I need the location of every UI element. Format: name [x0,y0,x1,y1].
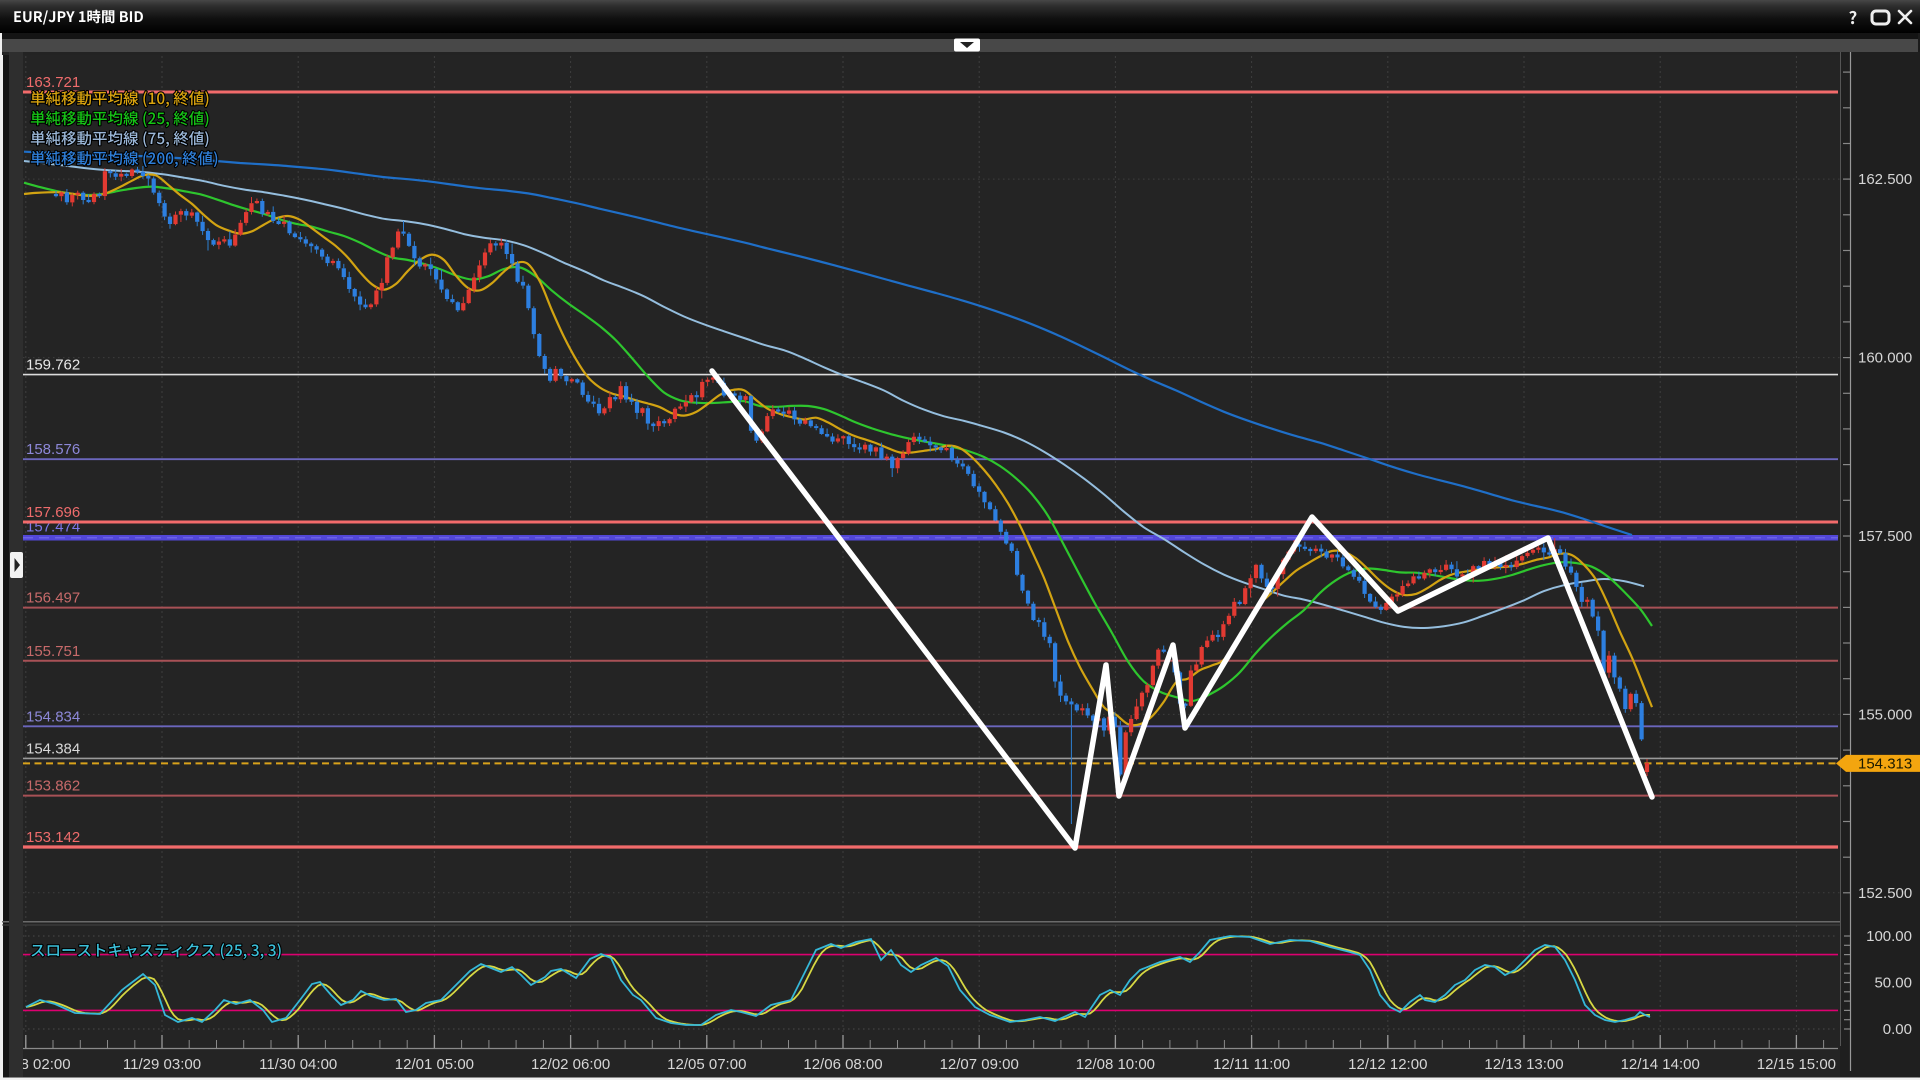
svg-text:157.500: 157.500 [1858,528,1912,545]
svg-text:157.696: 157.696 [26,504,80,521]
svg-text:152.500: 152.500 [1858,885,1912,902]
svg-text:158.576: 158.576 [26,441,80,458]
svg-text:155.000: 155.000 [1858,706,1912,723]
svg-text:154.313: 154.313 [1858,755,1912,772]
svg-text:12/08 10:00: 12/08 10:00 [1076,1056,1155,1073]
svg-text:12/02 06:00: 12/02 06:00 [531,1056,610,1073]
svg-text:162.500: 162.500 [1858,171,1912,188]
svg-text:153.142: 153.142 [26,829,80,846]
svg-text:50.00: 50.00 [1874,975,1912,992]
svg-text:12/12 12:00: 12/12 12:00 [1348,1056,1427,1073]
svg-text:159.762: 159.762 [26,357,80,374]
svg-text:154.834: 154.834 [26,708,80,725]
svg-text:12/07 09:00: 12/07 09:00 [940,1056,1019,1073]
svg-text:12/15 15:00: 12/15 15:00 [1757,1056,1836,1073]
svg-text:155.751: 155.751 [26,643,80,660]
svg-text:11/30 04:00: 11/30 04:00 [259,1056,337,1073]
svg-text:12/06 08:00: 12/06 08:00 [803,1056,882,1073]
svg-text:156.497: 156.497 [26,590,80,607]
svg-text:153.862: 153.862 [26,778,80,795]
svg-text:154.384: 154.384 [26,740,80,757]
svg-text:12/11 11:00: 12/11 11:00 [1213,1056,1290,1073]
svg-text:12/14 14:00: 12/14 14:00 [1621,1056,1700,1073]
svg-text:12/13 13:00: 12/13 13:00 [1484,1056,1563,1073]
svg-text:8 02:00: 8 02:00 [21,1056,71,1073]
svg-text:100.00: 100.00 [1866,928,1912,945]
svg-text:0.00: 0.00 [1883,1021,1912,1038]
svg-text:163.721: 163.721 [26,74,80,91]
svg-text:11/29 03:00: 11/29 03:00 [123,1056,201,1073]
svg-text:12/01 05:00: 12/01 05:00 [395,1056,474,1073]
svg-text:12/05 07:00: 12/05 07:00 [667,1056,746,1073]
svg-text:160.000: 160.000 [1858,350,1912,367]
